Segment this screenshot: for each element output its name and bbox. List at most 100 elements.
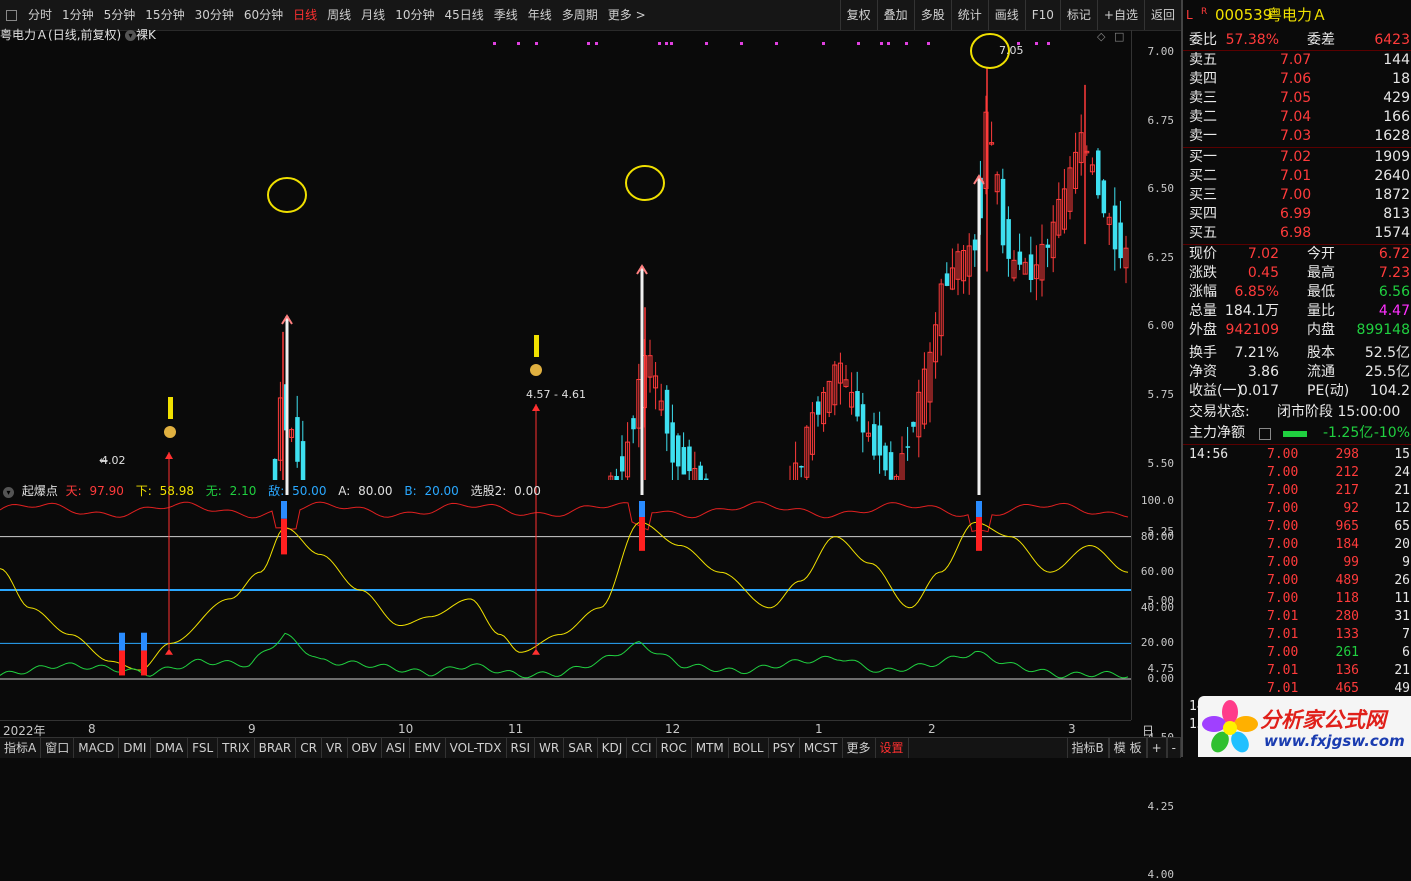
stat-row: 涨跌 0.45 最高 7.23 <box>1183 264 1411 283</box>
toolbar-button[interactable]: 多股 <box>913 0 951 30</box>
indicator-tab[interactable]: BRAR <box>255 738 297 758</box>
candlestick-chart[interactable]: 4.02← 7.05 4.57 - 4.61 ◇ □ <box>0 30 1131 480</box>
indicator-tab[interactable]: DMA <box>151 738 189 758</box>
ask-row: 卖二 7.04 166 <box>1183 108 1411 127</box>
indicator-tab[interactable]: MACD <box>74 738 120 758</box>
period-tab[interactable]: 月线 <box>361 8 386 22</box>
indicator-tab[interactable]: MCST <box>800 738 843 758</box>
window-icon[interactable] <box>6 9 17 21</box>
time-axis-label: 11 <box>508 722 524 736</box>
period-tab[interactable]: 分时 <box>28 8 53 22</box>
toolbar-button[interactable]: F10 <box>1024 0 1060 30</box>
indicator-chart[interactable] <box>0 480 1131 720</box>
stat-row: 换手 7.21% 股本 52.5亿 <box>1183 344 1411 363</box>
indicator-tab[interactable]: ASI <box>382 738 411 758</box>
indicator-tab[interactable]: CR <box>296 738 322 758</box>
candle-body <box>877 425 883 456</box>
toolbar-button[interactable]: 返回 <box>1143 0 1181 30</box>
bottom-right-button[interactable]: 模 板 <box>1108 738 1147 758</box>
indicator-tab[interactable]: SAR <box>564 738 598 758</box>
toolbar-right: 复权 叠加 多股 统计 画线 F10 标记 +自选 返回 <box>839 0 1181 30</box>
tick-price: 7.00 <box>1267 519 1299 534</box>
toolbar-button[interactable]: 复权 <box>839 0 877 30</box>
bottom-right-button[interactable]: 指标B <box>1066 738 1109 758</box>
indicator-tab[interactable]: 指标A <box>0 738 42 758</box>
toolbar-button[interactable]: 统计 <box>950 0 988 30</box>
indicator-tab[interactable]: 更多 <box>843 738 876 758</box>
period-tab[interactable]: 多周期 <box>561 8 598 22</box>
tick-price: 7.01 <box>1267 609 1299 624</box>
indicator-tab[interactable]: CCI <box>627 738 657 758</box>
period-tab[interactable]: 5分钟 <box>103 8 136 22</box>
toolbar-button[interactable]: 叠加 <box>876 0 914 30</box>
period-tab[interactable]: 15分钟 <box>145 8 185 22</box>
square-icon[interactable]: □ <box>1114 30 1124 43</box>
tian-label: 天: <box>65 484 82 498</box>
weibi-label: 委比 <box>1189 32 1217 48</box>
toolbar-button[interactable]: +自选 <box>1096 0 1144 30</box>
signal-dot <box>535 42 538 45</box>
period-tab[interactable]: 日线 <box>293 8 318 22</box>
indicator-tab[interactable]: EMV <box>410 738 446 758</box>
indicator-tab[interactable]: WR <box>535 738 565 758</box>
bottom-right-button[interactable]: + <box>1146 738 1167 758</box>
chevron-down-icon[interactable]: ▾ <box>125 30 137 41</box>
stat-label: 外盘 <box>1189 322 1217 338</box>
wu-value: 2.10 <box>229 484 257 498</box>
period-tab[interactable]: 1分钟 <box>62 8 94 22</box>
highlight-circle <box>970 33 1010 69</box>
indicator-tab[interactable]: BOLL <box>729 738 769 758</box>
indicator-tab[interactable]: 窗口 <box>41 738 75 758</box>
collapse-icon[interactable]: ▾ <box>3 487 14 498</box>
indicator-tab[interactable]: FSL <box>188 738 219 758</box>
indicator-tab[interactable]: ROC <box>657 738 692 758</box>
period-tab[interactable]: 60分钟 <box>243 8 284 22</box>
ask-label: 卖五 <box>1189 52 1217 68</box>
quote-title: L R 000539 粤电力Ａ <box>1183 6 1411 25</box>
indicator-tab[interactable]: DMI <box>119 738 152 758</box>
arrow-head <box>973 174 985 185</box>
candle-body <box>978 177 983 219</box>
period-tab[interactable]: 季线 <box>493 8 518 22</box>
ask-label: 卖三 <box>1189 90 1217 106</box>
period-tab[interactable]: 周线 <box>327 8 352 22</box>
tick-price: 7.00 <box>1267 465 1299 480</box>
list-icon[interactable] <box>1259 428 1271 440</box>
indicator-tab[interactable]: VR <box>322 738 348 758</box>
candle-body <box>608 475 614 480</box>
indicator-tab[interactable]: MTM <box>692 738 729 758</box>
bottom-right-button[interactable]: - <box>1166 738 1181 758</box>
candle-body <box>816 401 821 415</box>
tick-count: 7 <box>1402 627 1410 642</box>
tick-volume: 965 <box>1335 519 1359 534</box>
signal-bar-blue <box>639 501 645 518</box>
toolbar-button[interactable]: 标记 <box>1059 0 1097 30</box>
indicator-tab[interactable]: KDJ <box>598 738 628 758</box>
indicator-tab[interactable]: OBV <box>348 738 383 758</box>
indicator-tab[interactable]: PSY <box>769 738 800 758</box>
diamond-icon[interactable]: ◇ <box>1097 30 1106 43</box>
indicator-tab[interactable]: RSI <box>507 738 536 758</box>
candle-body <box>1067 167 1073 212</box>
tick-price: 7.00 <box>1267 447 1299 462</box>
tick-row: 7.00 92 12 <box>1183 500 1411 518</box>
candle-body <box>1106 216 1112 225</box>
tick-row: 7.00 118 11 <box>1183 590 1411 608</box>
period-tab[interactable]: 更多 > <box>607 8 646 22</box>
indicator-tab[interactable]: VOL-TDX <box>446 738 507 758</box>
period-tab[interactable]: 10分钟 <box>395 8 435 22</box>
stat-value: 6.72 <box>1378 246 1410 262</box>
ask-price: 7.06 <box>1280 71 1312 87</box>
indicator-tab[interactable]: 设置 <box>876 738 909 758</box>
tick-volume: 298 <box>1335 447 1359 462</box>
period-tab[interactable]: 30分钟 <box>194 8 234 22</box>
candle-body <box>855 391 860 417</box>
period-tab[interactable]: 45日线 <box>444 8 484 22</box>
signal-bar-red <box>281 518 287 555</box>
toolbar-button[interactable]: 画线 <box>987 0 1025 30</box>
period-tab[interactable]: 年线 <box>527 8 552 22</box>
indicator-tab[interactable]: TRIX <box>218 738 255 758</box>
tick-price: 7.00 <box>1267 555 1299 570</box>
indicator-tabbar: 指标A 窗口 MACD DMI DMA FSL TRIX BRAR CR VR OBV ASI EMV V… <box>0 737 1181 758</box>
chart-mode[interactable]: 裸K <box>136 28 156 42</box>
